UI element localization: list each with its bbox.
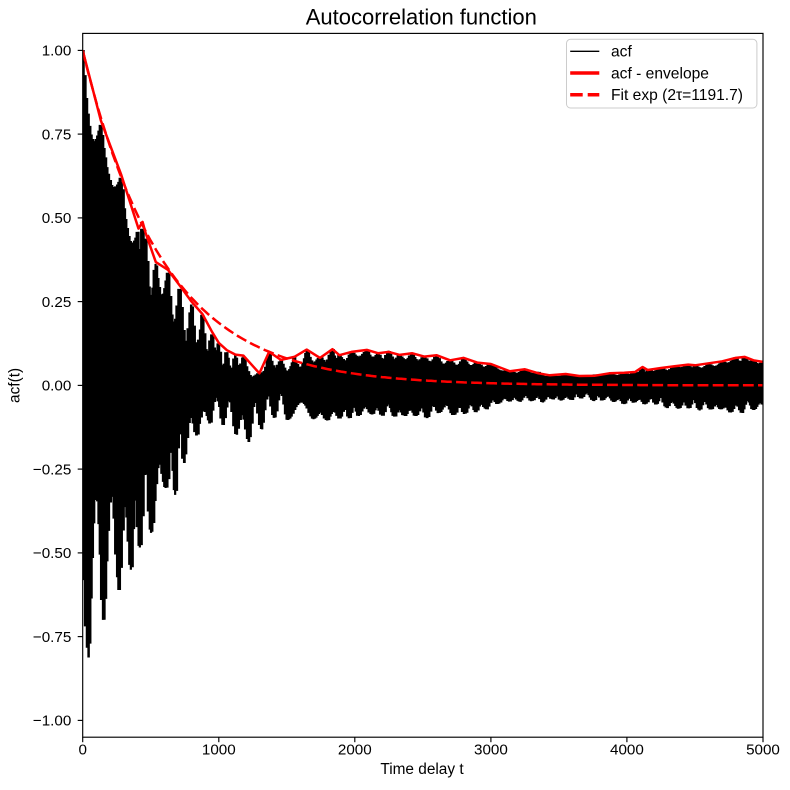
- svg-text:Time delay t: Time delay t: [380, 761, 464, 778]
- svg-text:−0.50: −0.50: [33, 545, 71, 562]
- svg-text:0.00: 0.00: [42, 378, 72, 395]
- svg-text:5000: 5000: [746, 742, 780, 759]
- svg-text:2000: 2000: [338, 742, 372, 759]
- svg-text:1.00: 1.00: [42, 43, 72, 60]
- svg-text:4000: 4000: [610, 742, 644, 759]
- svg-text:−1.00: −1.00: [33, 713, 71, 730]
- svg-text:−0.25: −0.25: [33, 461, 71, 478]
- svg-text:acf(t): acf(t): [7, 368, 24, 403]
- svg-text:Fit exp (2τ=1191.7): Fit exp (2τ=1191.7): [611, 87, 743, 104]
- svg-text:0.25: 0.25: [42, 294, 72, 311]
- svg-text:acf - envelope: acf - envelope: [611, 65, 709, 82]
- svg-text:0: 0: [78, 742, 86, 759]
- svg-text:Autocorrelation function: Autocorrelation function: [306, 4, 537, 29]
- svg-text:−0.75: −0.75: [33, 629, 71, 646]
- svg-text:3000: 3000: [474, 742, 508, 759]
- svg-text:0.75: 0.75: [42, 126, 72, 143]
- svg-text:1000: 1000: [202, 742, 236, 759]
- svg-text:0.50: 0.50: [42, 210, 72, 227]
- svg-text:acf: acf: [611, 44, 632, 61]
